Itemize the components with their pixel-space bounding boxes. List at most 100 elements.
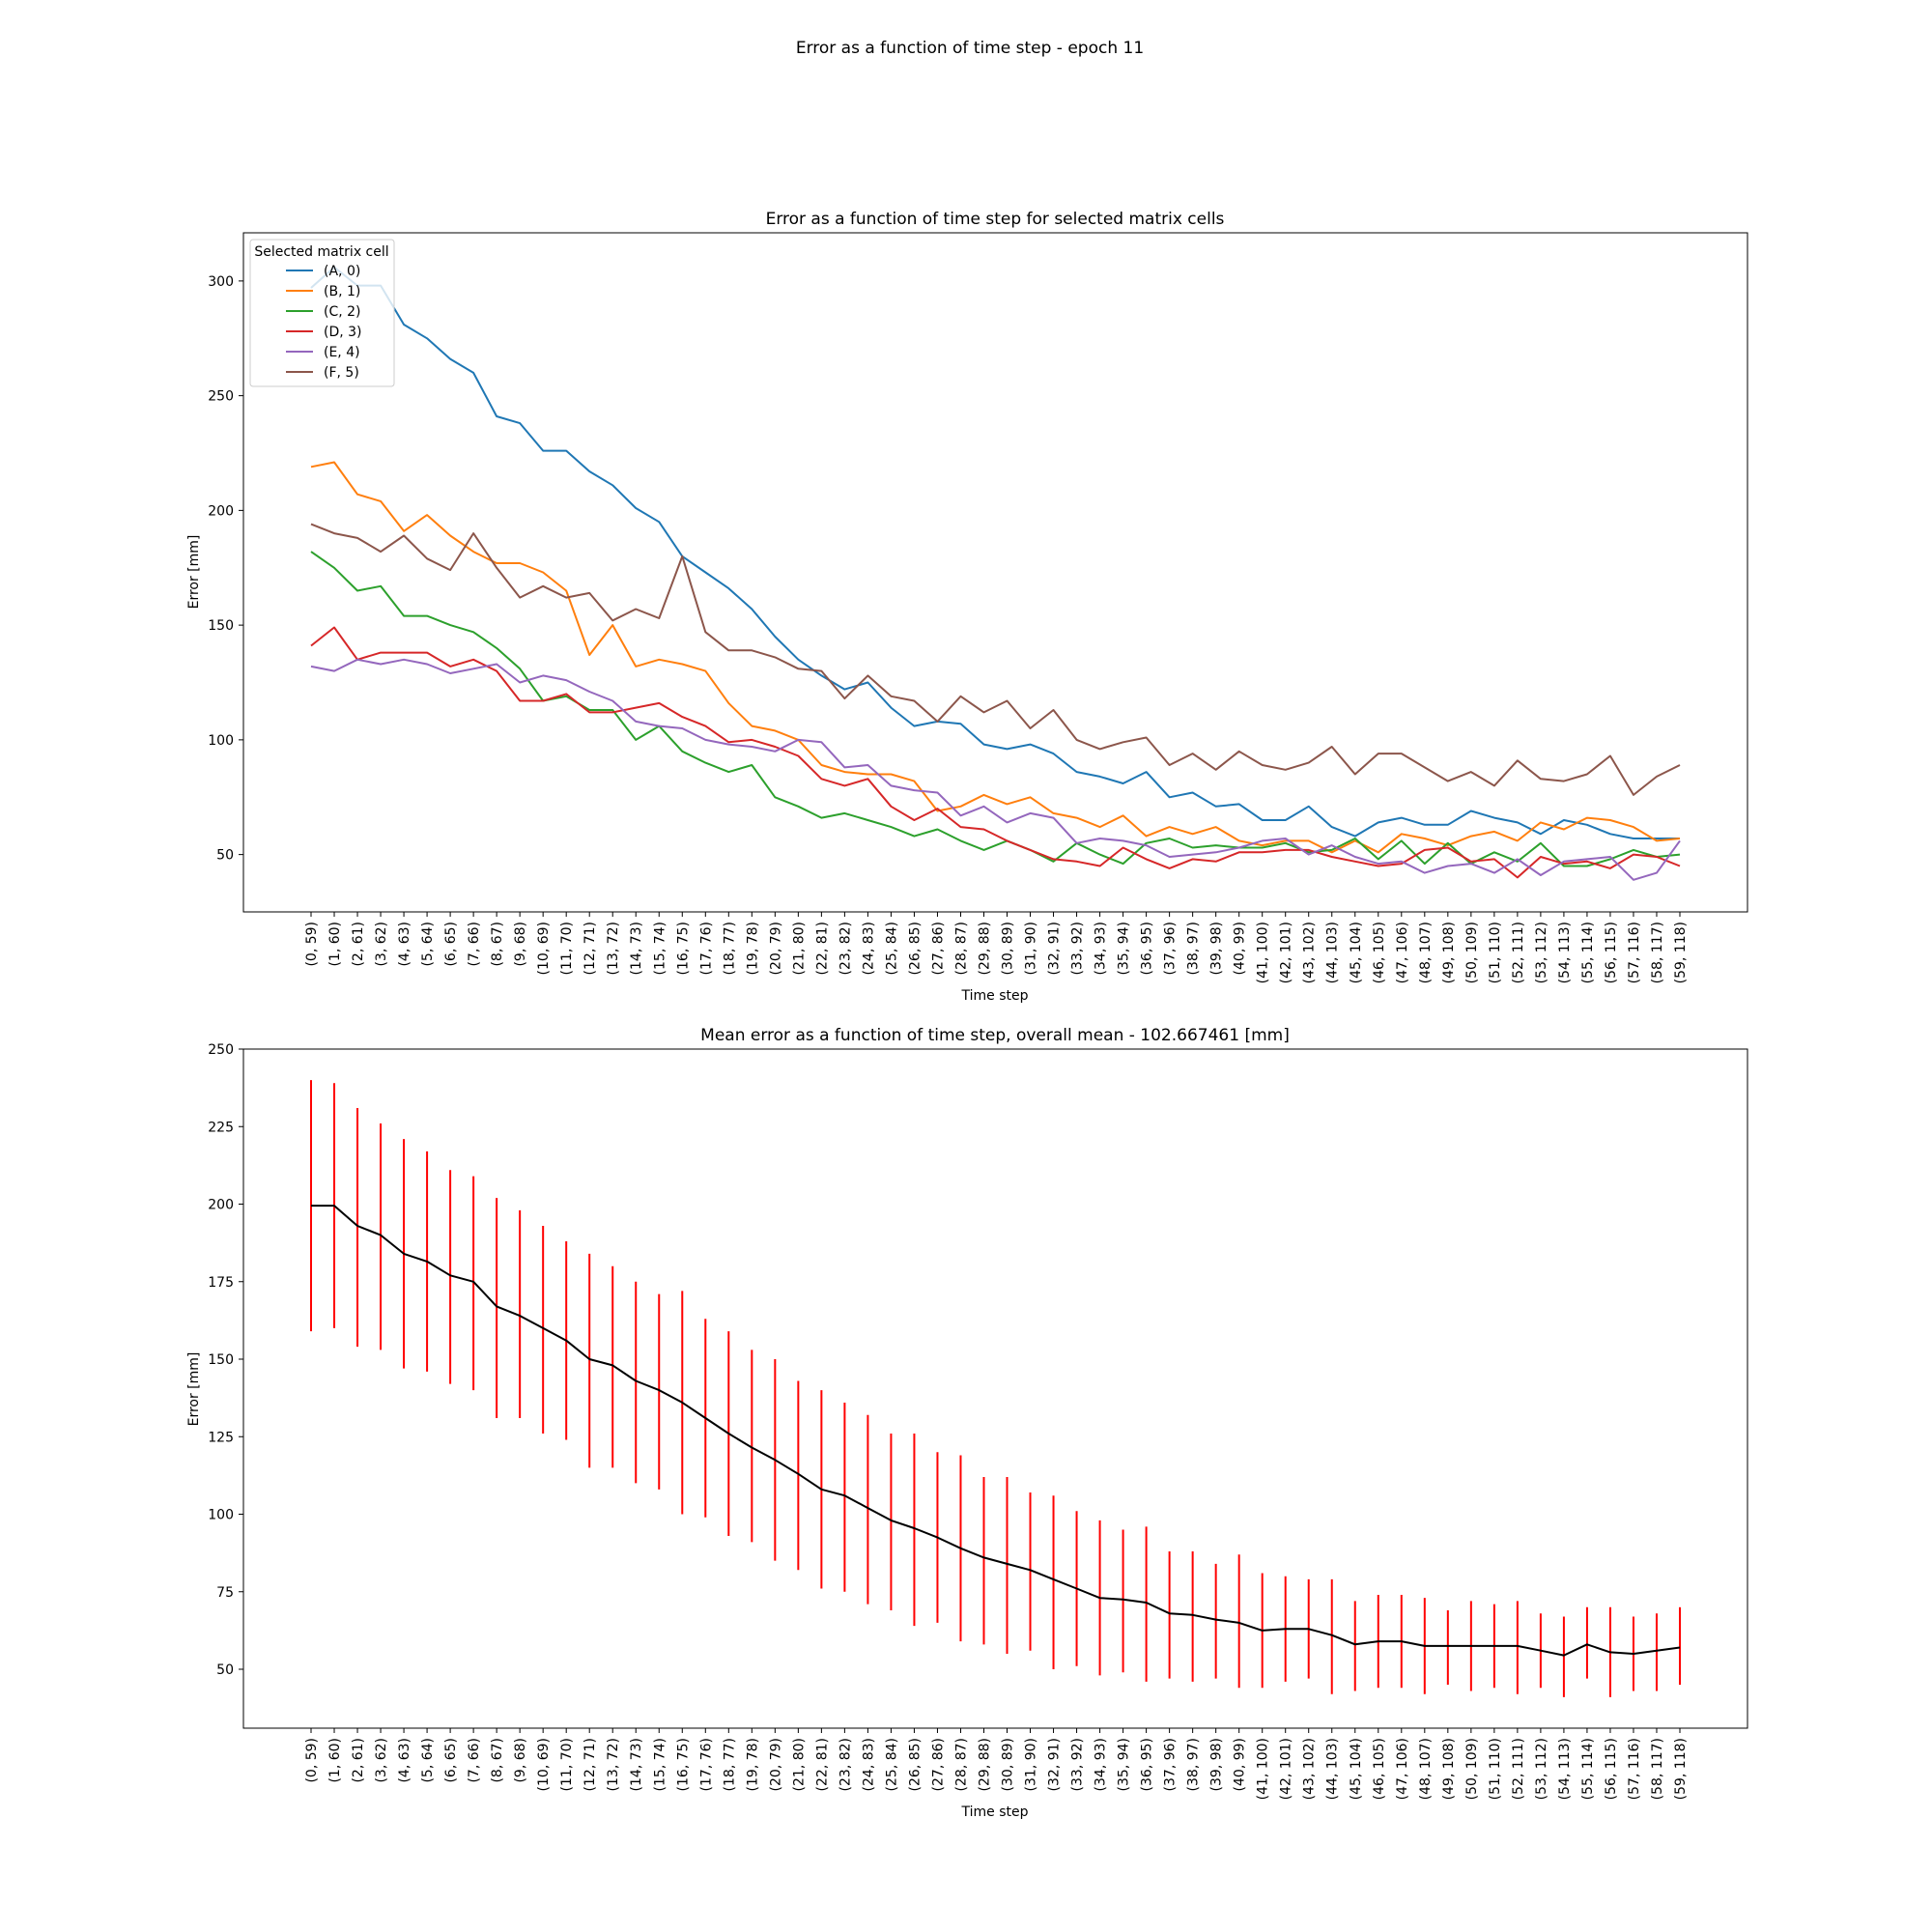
bottom-chart-xtick-label: (59, 118) [1673, 1738, 1689, 1800]
top-chart-xtick-label: (51, 110) [1488, 922, 1503, 983]
top-chart-xtick-label: (33, 92) [1070, 922, 1086, 975]
legend-label: (D, 3) [324, 325, 362, 340]
top-chart-xtick-label: (57, 116) [1627, 922, 1642, 983]
top-chart-xtick-label: (9, 68) [513, 922, 528, 967]
bottom-chart-xtick-label: (15, 74) [652, 1738, 668, 1791]
top-chart-xtick-label: (12, 71) [582, 922, 598, 975]
bottom-chart-xtick-label: (48, 107) [1418, 1738, 1434, 1800]
bottom-chart-xtick-label: (54, 113) [1557, 1738, 1573, 1800]
series-line-5 [310, 658, 1681, 881]
bottom-chart-xtick-label: (28, 87) [953, 1738, 969, 1791]
bottom-chart-error-bars [310, 1080, 1681, 1697]
top-chart-xtick-label: (14, 73) [629, 922, 644, 975]
series-line-6 [310, 523, 1681, 796]
top-chart-xtick-label: (31, 90) [1024, 922, 1039, 975]
top-chart-xtick-label: (36, 95) [1140, 922, 1155, 975]
bottom-chart-xtick-label: (30, 89) [1001, 1738, 1016, 1791]
top-chart-xtick-label: (6, 65) [443, 922, 459, 967]
top-chart-xtick-label: (22, 81) [814, 922, 830, 975]
top-chart-title: Error as a function of time step for sel… [766, 210, 1225, 229]
top-chart-ytick-label: 150 [208, 618, 234, 634]
bottom-chart-ytick-label: 200 [208, 1198, 234, 1213]
bottom-chart-xtick-label: (31, 90) [1024, 1738, 1039, 1791]
bottom-chart-xlabel: Time step [961, 1804, 1029, 1820]
legend: Selected matrix cell (A, 0) (B, 1) (C, 2) (… [249, 239, 395, 387]
bottom-chart-xtick-label: (22, 81) [814, 1738, 830, 1791]
top-chart-xtick-label: (0, 59) [304, 922, 320, 967]
bottom-chart-xtick-label: (8, 67) [490, 1738, 505, 1783]
top-chart-xtick-label: (3, 62) [374, 922, 389, 967]
top-chart-xtick-label: (48, 107) [1418, 922, 1434, 983]
bottom-chart-xtick-label: (16, 75) [675, 1738, 691, 1791]
bottom-chart-xtick-label: (13, 72) [606, 1738, 621, 1791]
bottom-chart-xtick-label: (9, 68) [513, 1738, 528, 1783]
top-chart-ytick-label: 250 [208, 389, 234, 405]
top-chart-xtick-label: (26, 85) [907, 922, 923, 975]
bottom-chart-xtick-label: (39, 98) [1209, 1738, 1225, 1791]
top-chart-xtick-label: (53, 112) [1534, 922, 1549, 983]
bottom-chart-xtick-label: (11, 70) [559, 1738, 575, 1791]
bottom-chart-ytick-label: 250 [208, 1042, 234, 1058]
legend-label: (C, 2) [324, 304, 361, 320]
bottom-chart-ytick-label: 75 [216, 1585, 234, 1601]
legend-label: (E, 4) [324, 345, 360, 360]
top-chart-xtick-label: (46, 105) [1372, 922, 1387, 983]
bottom-chart-xtick-label: (36, 95) [1140, 1738, 1155, 1791]
top-chart-xtick-label: (37, 96) [1163, 922, 1179, 975]
bottom-chart-ytick-label: 125 [208, 1430, 234, 1445]
bottom-chart-xtick-label: (21, 80) [791, 1738, 807, 1791]
bottom-chart-ytick-label: 150 [208, 1352, 234, 1368]
top-chart-xtick-label: (29, 88) [977, 922, 992, 975]
bottom-chart-xtick-label: (40, 99) [1233, 1738, 1248, 1791]
bottom-chart-xtick-label: (5, 64) [420, 1738, 436, 1783]
bottom-chart-xtick-label: (57, 116) [1627, 1738, 1642, 1800]
bottom-chart-xtick-label: (26, 85) [907, 1738, 923, 1791]
top-chart-xtick-label: (8, 67) [490, 922, 505, 967]
bottom-chart-xtick-label: (14, 73) [629, 1738, 644, 1791]
figure-title: Error as a function of time step - epoch… [796, 39, 1144, 58]
bottom-chart-xtick-label: (47, 106) [1395, 1738, 1410, 1800]
top-chart-xtick-label: (32, 91) [1047, 922, 1063, 975]
bottom-chart-ylabel: Error [mm] [186, 1352, 202, 1427]
bottom-chart-xtick-label: (56, 115) [1604, 1738, 1619, 1800]
bottom-chart-xtick-label: (52, 111) [1511, 1738, 1526, 1800]
series-line-1 [310, 266, 1680, 839]
legend-title: Selected matrix cell [254, 244, 388, 260]
top-chart-xtick-label: (59, 118) [1673, 922, 1689, 983]
bottom-chart-xtick-label: (49, 108) [1441, 1738, 1457, 1800]
series-line-2 [310, 461, 1681, 854]
bottom-chart-xtick-label: (1, 60) [327, 1738, 343, 1783]
top-chart-xtick-label: (15, 74) [652, 922, 668, 975]
top-chart-xtick-label: (7, 66) [467, 922, 482, 967]
mean-error-line [311, 1205, 1681, 1657]
bottom-chart-xtick-label: (23, 82) [838, 1738, 853, 1791]
top-chart-xtick-label: (10, 69) [536, 922, 552, 975]
bottom-chart-ytick-label: 225 [208, 1120, 234, 1135]
bottom-chart-xtick-label: (20, 79) [768, 1738, 783, 1791]
bottom-chart-xtick-label: (44, 103) [1325, 1738, 1341, 1800]
bottom-chart-xtick-label: (17, 76) [698, 1738, 714, 1791]
bottom-chart-xtick-label: (7, 66) [467, 1738, 482, 1783]
bottom-chart-ytick-label: 50 [216, 1662, 234, 1678]
top-chart-ytick-label: 50 [216, 848, 234, 864]
bottom-chart-xtick-label: (18, 77) [722, 1738, 737, 1791]
bottom-chart-xtick-label: (58, 117) [1650, 1738, 1665, 1800]
bottom-chart-xtick-label: (50, 109) [1464, 1738, 1480, 1800]
top-chart-ytick-label: 100 [208, 733, 234, 749]
bottom-chart-xtick-label: (46, 105) [1372, 1738, 1387, 1800]
bottom-chart-xtick-label: (10, 69) [536, 1738, 552, 1791]
top-chart-xtick-label: (41, 100) [1256, 922, 1271, 983]
top-chart-xtick-label: (56, 115) [1604, 922, 1619, 983]
top-chart-xtick-label: (11, 70) [559, 922, 575, 975]
top-chart-xtick-label: (18, 77) [722, 922, 737, 975]
bottom-chart-xtick-label: (53, 112) [1534, 1738, 1549, 1800]
bottom-chart-title: Mean error as a function of time step, o… [700, 1026, 1290, 1045]
top-chart-xtick-label: (35, 94) [1117, 922, 1132, 975]
bottom-chart-xtick-label: (33, 92) [1070, 1738, 1086, 1791]
top-chart-xtick-label: (24, 83) [861, 922, 876, 975]
top-chart-ylabel: Error [mm] [186, 535, 202, 610]
bottom-chart-xtick-label: (6, 65) [443, 1738, 459, 1783]
top-chart-x-ticks: (0, 59) (1, 60) (2, 61) (3, 62) (4, 63) (5, 6… [304, 912, 1689, 983]
bottom-chart-xtick-label: (37, 96) [1163, 1738, 1179, 1791]
top-chart-xtick-label: (17, 76) [698, 922, 714, 975]
